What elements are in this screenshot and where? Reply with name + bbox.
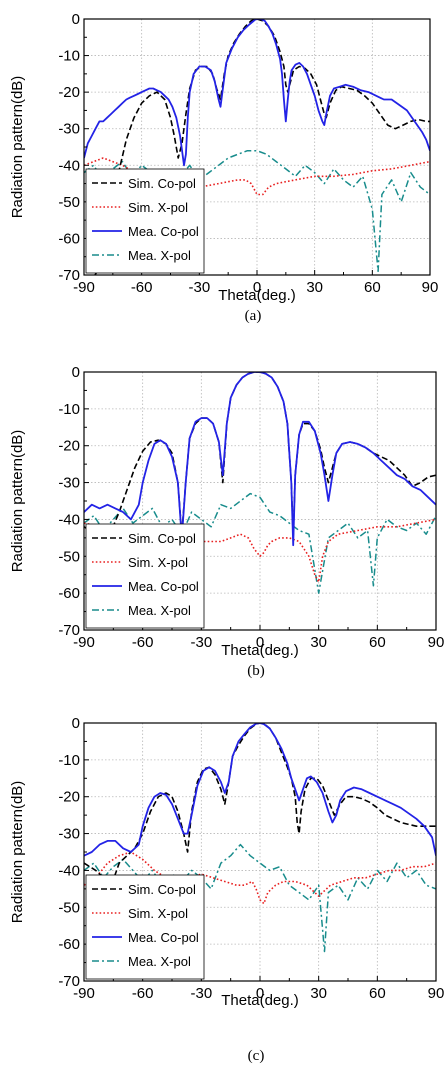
x-tick-label: -90 (73, 279, 95, 296)
y-tick-label: -30 (58, 121, 80, 138)
y-tick-label: -20 (58, 84, 80, 101)
legend-box (85, 523, 205, 629)
legend-label: Mea. Co-pol (128, 224, 199, 239)
y-tick-label: -40 (58, 862, 80, 879)
chart-panel-2: -90 -60 -30 0 30 60 90 0 -10 -20 -30 -40 -50 -60 -70 Th… (9, 715, 444, 1064)
y-tick-label: -60 (58, 585, 80, 602)
y-tick-label: -20 (58, 438, 80, 455)
series-line-mea-x-pol (84, 149, 430, 273)
legend-label: Mea. Co-pol (128, 930, 199, 945)
x-tick-label: 30 (310, 985, 327, 1002)
x-tick-label: 0 (256, 634, 264, 651)
y-tick-label: -10 (58, 48, 80, 65)
x-tick-label: -60 (132, 634, 154, 651)
y-tick-label: -70 (58, 622, 80, 639)
y-tick-label: -70 (58, 267, 80, 284)
x-tick-label: -90 (73, 985, 95, 1002)
panel-caption: (b) (247, 663, 265, 679)
y-axis-label: Radiation pattern(dB) (9, 76, 26, 219)
legend-box (85, 168, 205, 274)
x-axis-label: Theta(deg.) (221, 642, 299, 659)
y-tick-label: -60 (58, 936, 80, 953)
y-tick-label: 0 (72, 11, 80, 28)
legend-label: Mea. X-pol (128, 248, 191, 263)
x-tick-label: 30 (310, 634, 327, 651)
series-line-sim-x-pol (84, 851, 436, 905)
x-tick-label: -30 (190, 634, 212, 651)
x-tick-label: -30 (188, 279, 210, 296)
legend-label: Mea. Co-pol (128, 579, 199, 594)
y-tick-label: 0 (72, 715, 80, 732)
x-tick-label: 60 (369, 634, 386, 651)
series-line-mea-x-pol (84, 843, 436, 953)
legend-label: Sim. X-pol (128, 555, 188, 570)
legend-label: Mea. X-pol (128, 603, 191, 618)
y-tick-label: -40 (58, 157, 80, 174)
x-tick-label: 90 (428, 634, 445, 651)
x-tick-label: -90 (73, 634, 95, 651)
y-tick-label: -30 (58, 475, 80, 492)
legend-label: Sim. Co-pol (128, 882, 196, 897)
series-line-mea-co-pol (84, 19, 430, 167)
legend-label: Sim. Co-pol (128, 176, 196, 191)
legend-label: Sim. Co-pol (128, 531, 196, 546)
series-line-mea-co-pol (84, 723, 436, 857)
y-tick-label: -60 (58, 230, 80, 247)
chart-panel-1: -90 -60 -30 0 30 60 90 0 -10 -20 -30 -40 -50 -60 -70 Th… (9, 364, 444, 679)
y-tick-label: -50 (58, 899, 80, 916)
x-tick-label: 30 (306, 279, 323, 296)
x-tick-label: 0 (256, 985, 264, 1002)
x-tick-label: 0 (253, 279, 261, 296)
y-tick-label: -10 (58, 752, 80, 769)
x-tick-label: 90 (428, 985, 445, 1002)
legend-box (85, 874, 205, 980)
x-tick-label: 60 (364, 279, 381, 296)
x-axis-label: Theta(deg.) (221, 992, 299, 1009)
y-axis-label: Radiation pattern(dB) (9, 430, 26, 573)
x-axis-label: Theta(deg.) (218, 287, 296, 304)
y-tick-label: -10 (58, 401, 80, 418)
y-tick-label: -40 (58, 511, 80, 528)
x-tick-label: 90 (422, 279, 439, 296)
series-line-mea-x-pol (84, 492, 436, 594)
y-axis-label: Radiation pattern(dB) (9, 781, 26, 924)
series-line-mea-co-pol (84, 372, 436, 547)
chart-panel-0: -90 -60 -30 0 30 60 90 0 -10 -20 -30 -40 -50 -60 -70 Th… (9, 11, 438, 324)
y-tick-label: -70 (58, 973, 80, 990)
x-tick-label: -60 (132, 985, 154, 1002)
panel-caption: (a) (245, 308, 262, 324)
legend-label: Sim. X-pol (128, 906, 188, 921)
y-tick-label: -20 (58, 789, 80, 806)
legend-label: Mea. X-pol (128, 954, 191, 969)
legend-label: Sim. X-pol (128, 200, 188, 215)
y-tick-label: -50 (58, 548, 80, 565)
x-tick-label: 60 (369, 985, 386, 1002)
x-tick-label: -60 (131, 279, 153, 296)
panel-caption: (c) (248, 1048, 265, 1064)
y-tick-label: -50 (58, 194, 80, 211)
y-tick-label: -30 (58, 826, 80, 843)
y-tick-label: 0 (72, 364, 80, 381)
x-tick-label: -30 (190, 985, 212, 1002)
